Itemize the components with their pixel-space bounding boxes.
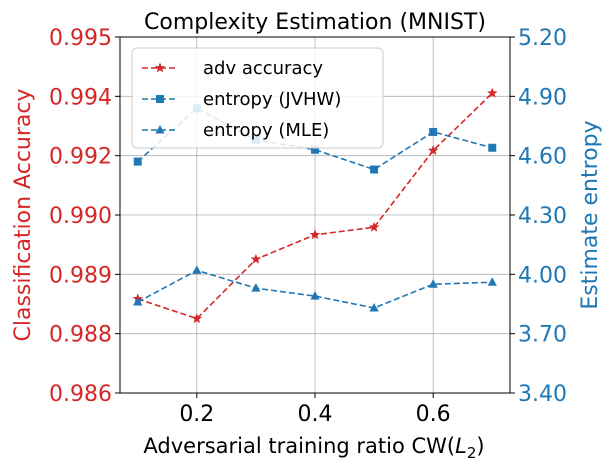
x-axis-label-var: L bbox=[455, 434, 467, 458]
x-tick-label: 0.4 bbox=[298, 402, 333, 427]
left-y-tick-label: 0.986 bbox=[49, 382, 112, 407]
x-axis-label-prefix: Adversarial training ratio CW( bbox=[143, 434, 455, 458]
data-point bbox=[427, 145, 439, 155]
legend-label: entropy (MLE) bbox=[203, 120, 329, 141]
data-point bbox=[369, 302, 379, 312]
left-y-tick-label: 0.994 bbox=[49, 85, 112, 110]
x-axis-label: Adversarial training ratio CW(L2) bbox=[143, 434, 484, 462]
right-y-tick-label: 4.90 bbox=[518, 85, 567, 110]
chart-title: Complexity Estimation (MNIST) bbox=[144, 10, 486, 35]
data-point bbox=[370, 165, 379, 174]
data-point bbox=[309, 229, 321, 240]
legend-label: adv accuracy bbox=[203, 58, 323, 79]
data-point bbox=[250, 253, 262, 264]
legend-marker bbox=[154, 62, 166, 73]
x-tick-label: 0.6 bbox=[416, 402, 451, 427]
x-axis-label-suffix: ) bbox=[476, 434, 484, 458]
data-point bbox=[310, 291, 320, 300]
tick-layer: 0.2 0.4 0.6 0.986 0.988 0.989 0.990 0.992 0.994 0… bbox=[49, 26, 567, 427]
legend-marker bbox=[156, 95, 164, 103]
data-point bbox=[487, 87, 498, 98]
right-y-tick-label: 4.60 bbox=[518, 145, 567, 170]
right-y-tick-label: 4.30 bbox=[518, 204, 567, 229]
data-point bbox=[192, 265, 202, 274]
data-point bbox=[191, 313, 203, 324]
data-point bbox=[368, 221, 380, 232]
data-point bbox=[311, 145, 319, 154]
left-axis-label: Classification Accuracy bbox=[11, 89, 36, 342]
right-axis-label: Estimate entropy bbox=[578, 120, 603, 309]
x-axis-label-sub: 2 bbox=[467, 444, 477, 462]
right-y-tick-label: 5.20 bbox=[518, 26, 567, 51]
data-point bbox=[487, 277, 497, 286]
x-tick-label: 0.2 bbox=[179, 402, 214, 427]
data-point bbox=[488, 143, 497, 152]
data-point bbox=[133, 297, 143, 306]
legend: adv accuracy entropy (JVHW) entropy (MLE) bbox=[131, 47, 384, 149]
right-y-tick-label: 3.70 bbox=[518, 323, 567, 348]
left-y-tick-label: 0.995 bbox=[49, 26, 112, 51]
data-point bbox=[251, 283, 261, 292]
left-y-tick-label: 0.990 bbox=[49, 204, 112, 229]
legend-label: entropy (JVHW) bbox=[203, 89, 341, 110]
left-y-tick-label: 0.989 bbox=[49, 263, 112, 288]
left-y-tick-label: 0.992 bbox=[49, 145, 112, 170]
right-y-tick-label: 3.40 bbox=[518, 382, 567, 407]
data-point bbox=[429, 127, 438, 136]
right-y-tick-label: 4.00 bbox=[518, 263, 567, 288]
data-point bbox=[133, 157, 142, 166]
legend-box bbox=[131, 47, 384, 149]
left-y-tick-label: 0.988 bbox=[49, 323, 112, 348]
legend-marker bbox=[155, 125, 165, 134]
data-point bbox=[428, 279, 438, 288]
